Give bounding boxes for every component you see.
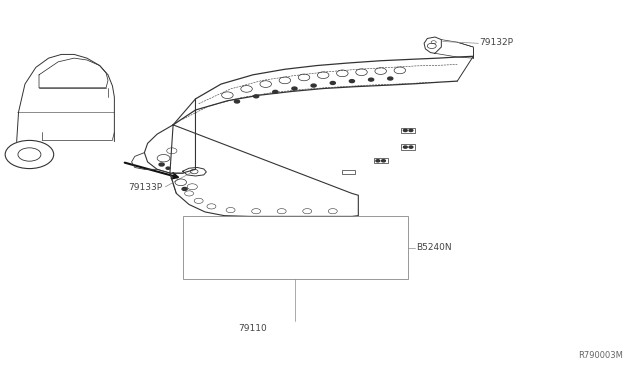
Bar — [342, 170, 355, 174]
Circle shape — [311, 84, 316, 87]
Circle shape — [349, 80, 355, 83]
Circle shape — [409, 146, 413, 148]
Text: 79110: 79110 — [239, 324, 268, 333]
Circle shape — [166, 167, 170, 169]
Circle shape — [273, 90, 278, 93]
Circle shape — [182, 187, 187, 190]
Circle shape — [403, 129, 407, 132]
Text: 79132P: 79132P — [479, 38, 514, 48]
Circle shape — [234, 100, 239, 103]
Circle shape — [159, 163, 164, 166]
Text: 79133P: 79133P — [129, 183, 163, 192]
Circle shape — [409, 129, 413, 132]
Circle shape — [369, 78, 374, 81]
Text: B5240N: B5240N — [416, 243, 451, 252]
Circle shape — [403, 146, 407, 148]
Bar — [374, 158, 388, 163]
Circle shape — [330, 81, 335, 84]
Circle shape — [388, 77, 393, 80]
Text: R790003M: R790003M — [579, 351, 623, 360]
Circle shape — [376, 160, 380, 162]
Bar — [182, 217, 408, 279]
Circle shape — [253, 95, 259, 98]
Circle shape — [292, 87, 297, 90]
Circle shape — [381, 160, 385, 162]
Bar — [401, 128, 415, 133]
Bar — [401, 144, 415, 150]
